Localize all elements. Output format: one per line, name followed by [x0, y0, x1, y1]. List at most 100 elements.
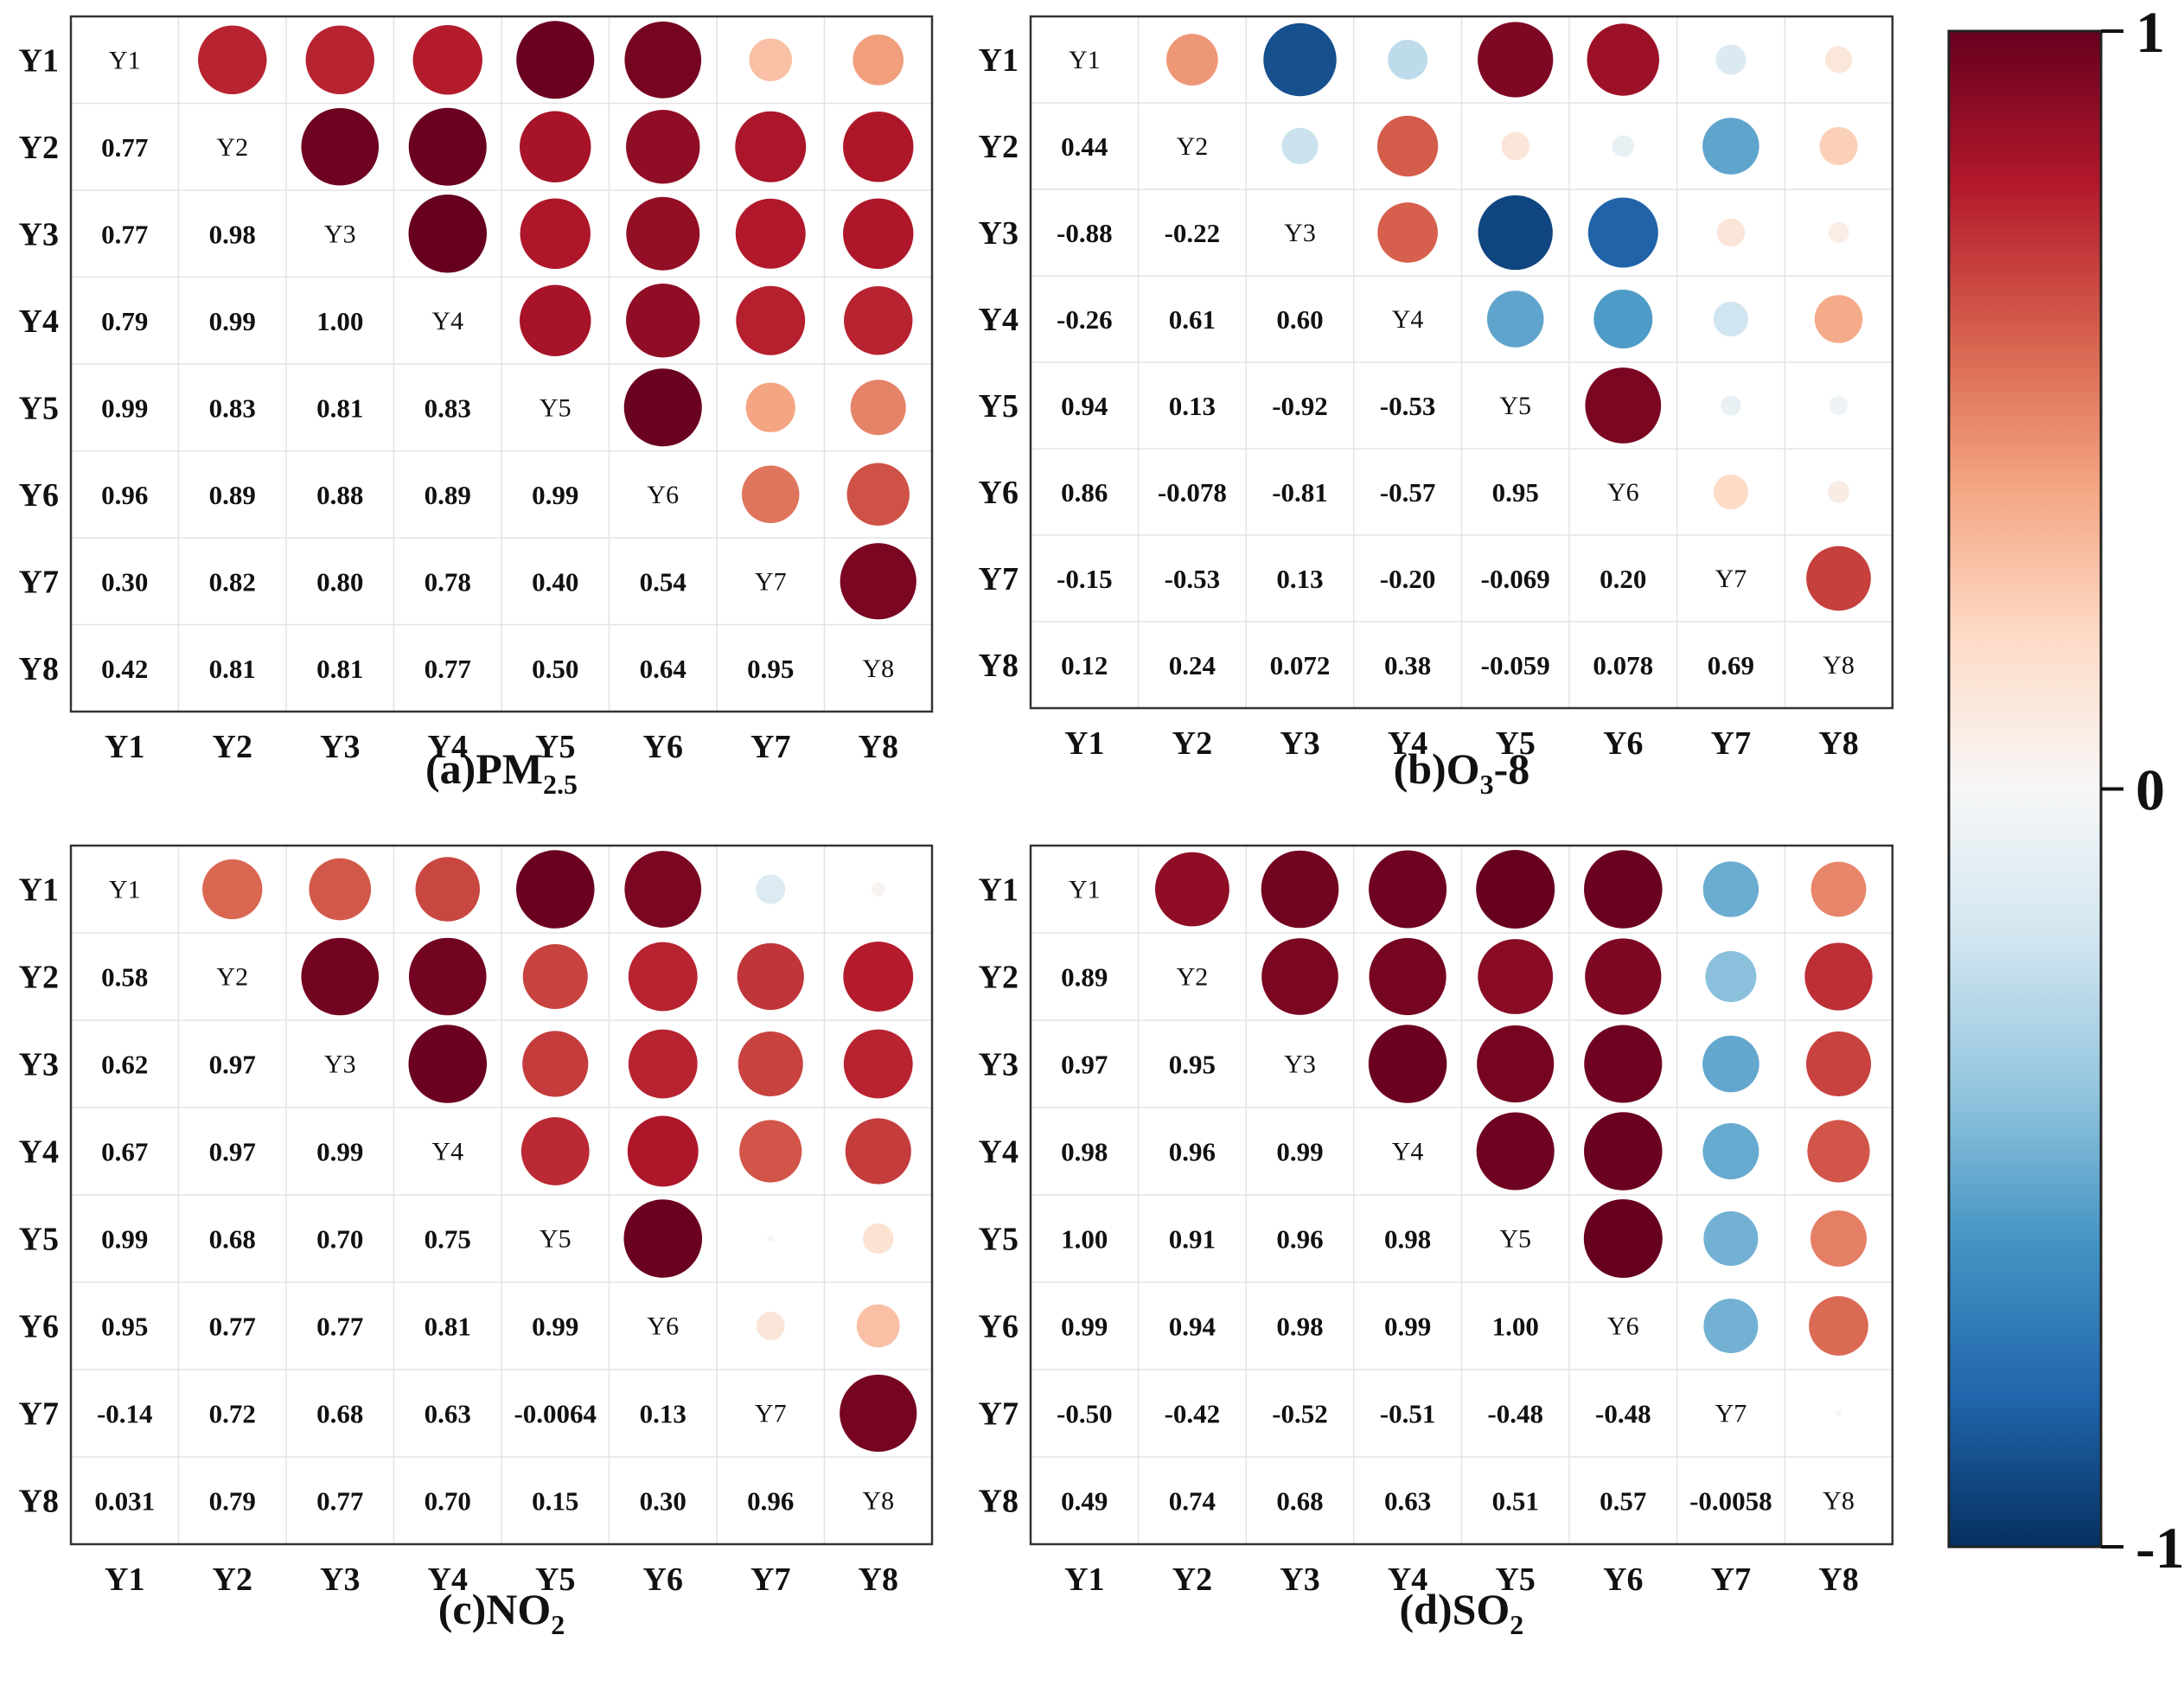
row-label: Y3	[979, 215, 1019, 252]
column-label: Y5	[535, 729, 575, 765]
row-label: Y4	[19, 1134, 59, 1171]
diagonal-label: Y2	[1177, 132, 1209, 161]
correlation-value: 0.62	[101, 1050, 148, 1080]
correlation-circle	[1585, 938, 1662, 1015]
correlation-value: -0.42	[1165, 1399, 1221, 1429]
row-label: Y8	[19, 1484, 59, 1520]
diagonal-label: Y2	[216, 963, 248, 992]
panel-b: Y1 0.44 Y2 -0.88 -0.22 Y3 -0.26 0.61 0.60 Y4 0.94 0…	[979, 15, 1894, 800]
row-label: Y5	[979, 1222, 1019, 1258]
correlation-circle	[408, 937, 487, 1016]
row-label: Y3	[19, 1047, 59, 1083]
correlation-circle	[1584, 1112, 1663, 1191]
correlation-circle	[1716, 218, 1746, 247]
correlation-circle	[843, 942, 914, 1012]
correlation-value: 0.13	[640, 1399, 686, 1429]
correlation-value: 0.072	[1270, 650, 1331, 680]
diagonal-label: Y4	[431, 1138, 463, 1166]
correlation-circle	[520, 284, 591, 356]
plot-border	[1029, 15, 1894, 710]
column-label: Y8	[859, 1561, 898, 1598]
correlation-circle	[626, 284, 700, 358]
correlation-circle	[520, 1117, 590, 1185]
correlation-circle	[1829, 396, 1849, 415]
correlation-value: 0.99	[532, 480, 578, 510]
correlation-circle	[1478, 195, 1553, 271]
correlation-circle	[305, 25, 374, 94]
correlation-circle	[840, 543, 916, 620]
panel-a: Y1 0.77 Y2 0.77 0.98 Y3 0.79 0.99 1.00 Y4 0.99 0.83…	[19, 15, 934, 800]
correlation-circle	[1476, 1112, 1555, 1191]
correlation-value: -0.50	[1057, 1399, 1113, 1429]
column-label: Y3	[1280, 1561, 1319, 1598]
correlation-circle	[309, 858, 372, 921]
correlation-circle	[1376, 115, 1439, 177]
correlation-circle	[1486, 291, 1544, 348]
correlation-value: 0.69	[1708, 650, 1754, 680]
correlation-circle	[1715, 44, 1747, 75]
correlation-value: -0.48	[1595, 1399, 1651, 1429]
column-label: Y4	[1388, 725, 1427, 762]
correlation-circle	[516, 21, 595, 99]
correlation-value: -0.48	[1487, 1399, 1543, 1429]
correlation-circle	[301, 107, 380, 186]
correlation-circle	[840, 1374, 917, 1453]
diagonal-label: Y6	[1607, 478, 1639, 507]
column-label: Y6	[1603, 1561, 1643, 1598]
correlation-circle	[1263, 22, 1337, 97]
correlation-value: 0.12	[1061, 650, 1108, 680]
row-label: Y4	[19, 303, 59, 340]
correlation-value: 0.96	[747, 1486, 794, 1517]
correlation-value: 0.97	[209, 1050, 256, 1080]
correlation-value: 0.60	[1276, 304, 1323, 335]
correlation-value: -0.069	[1481, 564, 1550, 594]
correlation-circle	[1702, 118, 1759, 175]
diagonal-label: Y3	[1284, 219, 1316, 247]
correlation-value: 0.83	[209, 393, 256, 423]
correlation-circle	[846, 463, 910, 526]
panel-title-subscript: 2	[1510, 1609, 1523, 1640]
column-label: Y8	[1818, 1561, 1858, 1598]
correlation-circle	[767, 1235, 774, 1242]
correlation-value: 1.00	[1061, 1224, 1108, 1255]
correlation-value: -0.92	[1272, 391, 1328, 421]
correlation-circle	[301, 937, 380, 1016]
correlation-circle	[1583, 1199, 1663, 1278]
correlation-value: 0.99	[532, 1312, 578, 1342]
correlation-value: 1.00	[316, 306, 363, 336]
correlation-value: 0.77	[101, 219, 148, 249]
correlation-circle	[1806, 546, 1871, 611]
correlation-circle	[1721, 395, 1741, 416]
correlation-circle	[1702, 1123, 1759, 1179]
correlation-circle	[871, 882, 885, 897]
correlation-circle	[520, 198, 591, 269]
column-label: Y5	[535, 1561, 575, 1598]
correlation-value: 0.91	[1169, 1224, 1216, 1255]
row-label: Y2	[19, 960, 59, 996]
panel-title-main: (d)SO	[1399, 1585, 1510, 1633]
correlation-circle	[522, 943, 588, 1010]
correlation-value: -0.88	[1057, 218, 1113, 248]
row-label: Y4	[979, 1134, 1019, 1171]
correlation-value: 0.99	[1061, 1312, 1108, 1342]
correlation-value: 1.00	[1492, 1312, 1539, 1342]
panel-title: (c)NO2	[438, 1585, 565, 1640]
correlation-circle	[1281, 127, 1319, 165]
correlation-circle	[739, 1120, 802, 1183]
correlation-value: 0.67	[101, 1137, 148, 1167]
column-label: Y1	[1064, 1561, 1104, 1598]
correlation-circle	[628, 942, 698, 1012]
column-label: Y7	[750, 1561, 790, 1598]
diagonal-label: Y8	[862, 655, 894, 683]
diagonal-label: Y5	[540, 1225, 572, 1254]
correlation-circle	[1713, 301, 1749, 337]
correlation-circle	[1807, 1120, 1870, 1183]
diagonal-label: Y7	[1715, 1400, 1747, 1428]
panel-title-subscript: 2.5	[543, 769, 578, 800]
correlation-circle	[1166, 34, 1218, 86]
correlation-circle	[1703, 1298, 1759, 1354]
column-label: Y3	[320, 1561, 360, 1598]
correlation-value: 0.79	[101, 306, 148, 336]
diagonal-label: Y3	[324, 220, 356, 248]
correlation-value: 0.97	[1061, 1050, 1108, 1080]
